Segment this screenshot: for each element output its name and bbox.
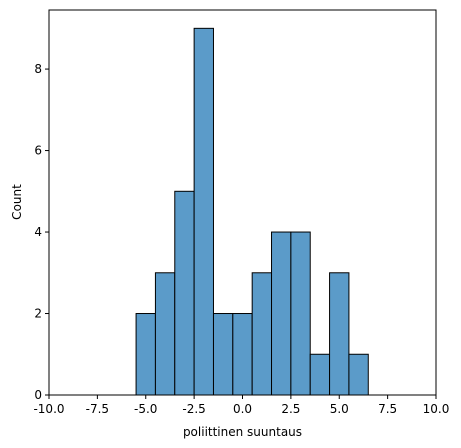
y-tick-label: 4 [34, 225, 42, 239]
x-axis-ticks: -10.0 -7.5 -5.0 -2.5 0.0 2.5 5.0 7.5 10.0 [33, 395, 449, 416]
histogram-bar [193, 27, 214, 396]
histogram-bar [251, 272, 273, 396]
y-tick-label: 8 [34, 62, 42, 76]
x-tick-label: -5.0 [134, 402, 157, 416]
histogram-bar [212, 313, 234, 396]
x-axis-label: poliittinen suuntaus [183, 425, 302, 439]
y-tick-label: 6 [34, 144, 42, 158]
histogram-bars [135, 27, 369, 396]
histogram-bar [135, 313, 156, 396]
y-axis-label: Count [10, 184, 24, 220]
x-tick-label: 2.5 [281, 402, 300, 416]
x-tick-label: -10.0 [33, 402, 64, 416]
histogram-bar [290, 231, 311, 396]
histogram-bar [271, 231, 292, 396]
histogram-bar [232, 313, 253, 396]
x-tick-label: 7.5 [378, 402, 397, 416]
histogram-bar [174, 190, 195, 396]
x-tick-label: 10.0 [423, 402, 450, 416]
histogram-bar [329, 272, 350, 396]
x-tick-label: -7.5 [86, 402, 109, 416]
histogram-bar [309, 353, 331, 396]
x-tick-label: -2.5 [182, 402, 205, 416]
histogram-bar [154, 272, 176, 396]
x-tick-label: 5.0 [330, 402, 349, 416]
y-tick-label: 2 [34, 307, 42, 321]
x-tick-label: 0.0 [233, 402, 252, 416]
y-tick-label: 0 [34, 388, 42, 402]
histogram-bar [348, 353, 369, 396]
y-axis-ticks: 0 2 4 6 8 [34, 62, 49, 402]
